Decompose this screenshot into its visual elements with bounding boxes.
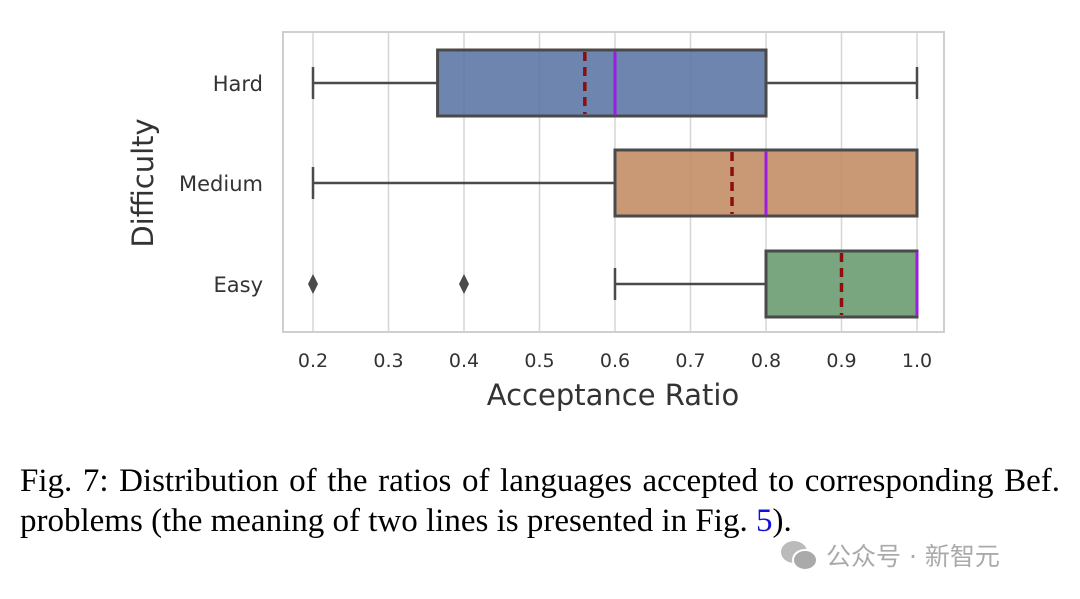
outlier-point <box>459 274 469 294</box>
plot-frame <box>282 31 945 333</box>
x-tick-label: 0.5 <box>524 350 554 372</box>
x-tick-label: 0.4 <box>449 350 479 372</box>
box-plot: 0.2 0.3 0.4 0.5 0.6 0.7 0.8 0.9 1.0 Hard Medium Eas… <box>126 31 945 412</box>
y-axis-label: Difficulty <box>126 118 160 247</box>
figure-caption: Fig. 7: Distribution of the ratios of la… <box>20 462 1060 541</box>
wechat-icon <box>781 541 818 571</box>
x-tick-label: 0.6 <box>600 350 630 372</box>
outlier-point <box>308 274 318 294</box>
x-tick-label: 0.3 <box>373 350 403 372</box>
x-tick-label: 0.2 <box>298 350 328 372</box>
y-tick-label: Hard <box>213 72 263 96</box>
figure-reference-link[interactable]: 5 <box>755 502 773 539</box>
x-tick-label: 1.0 <box>902 350 932 372</box>
y-tick-label: Easy <box>213 273 263 297</box>
caption-text: Fig. 7: Distribution of the ratios of la… <box>20 463 1060 539</box>
y-tick-label: Medium <box>179 172 263 196</box>
x-axis-label: Acceptance Ratio <box>487 378 739 412</box>
x-tick-label: 0.8 <box>751 350 781 372</box>
x-tick-label: 0.7 <box>675 350 705 372</box>
watermark: 公众号 · 新智元 <box>780 537 1000 573</box>
box-hard <box>436 48 768 118</box>
caption-suffix: ). <box>772 502 792 539</box>
x-tick-label: 0.9 <box>826 350 856 372</box>
watermark-text: 公众号 · 新智元 <box>826 542 1000 571</box>
